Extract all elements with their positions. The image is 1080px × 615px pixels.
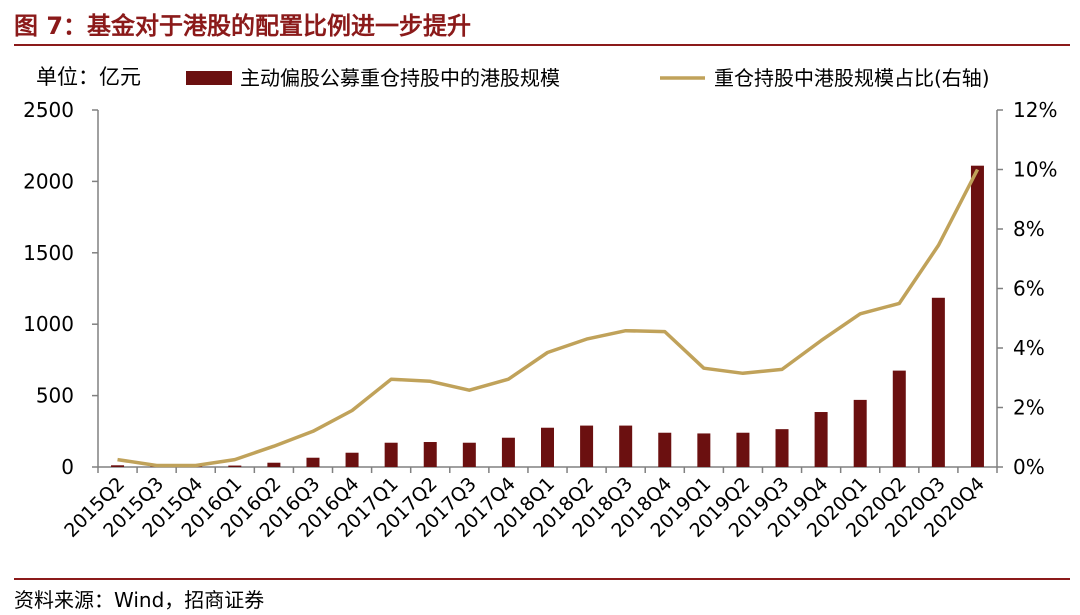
source-note: 资料来源：Wind，招商证券 — [14, 588, 265, 612]
bar — [580, 425, 594, 467]
figure-title: 图 7：基金对于港股的配置比例进一步提升 — [14, 12, 472, 40]
y-left-tick-label: 2000 — [23, 169, 74, 193]
y-left-tick-label: 1000 — [23, 312, 74, 336]
y-right-tick-label: 2% — [1013, 396, 1045, 420]
y-right-tick-label: 0% — [1013, 455, 1045, 479]
bar — [736, 432, 750, 467]
y-left-tick-label: 2500 — [23, 98, 74, 122]
bar — [501, 437, 515, 467]
y-right-tick-label: 8% — [1013, 217, 1045, 241]
y-left-tick-label: 500 — [36, 384, 74, 408]
bar — [775, 429, 789, 467]
title-rule — [14, 44, 1070, 46]
bar — [345, 452, 359, 467]
legend-bar-swatch — [186, 71, 232, 85]
bar — [384, 442, 398, 467]
bar — [970, 165, 984, 467]
bar — [267, 462, 281, 467]
bar — [931, 297, 945, 467]
y-left-tick-label: 1500 — [23, 241, 74, 265]
bar — [658, 432, 672, 467]
bar — [306, 457, 320, 467]
bar — [423, 442, 437, 467]
bar — [111, 465, 125, 467]
bar — [697, 433, 711, 467]
line-series — [117, 168, 980, 468]
y-right-tick-label: 4% — [1013, 336, 1045, 360]
footer-rule — [14, 578, 1070, 580]
bar — [228, 465, 242, 467]
y-right-tick-label: 10% — [1013, 158, 1057, 182]
bar — [619, 425, 633, 467]
y-left-tick-label: 0 — [61, 455, 74, 479]
y-right-tick-label: 12% — [1013, 98, 1057, 122]
bar — [892, 370, 906, 467]
legend-bar-label: 主动偏股公募重仓持股中的港股规模 — [240, 66, 560, 90]
bar — [462, 442, 476, 467]
unit-label: 单位：亿元 — [36, 65, 141, 89]
y-right-tick-label: 6% — [1013, 277, 1045, 301]
bar — [853, 399, 867, 467]
bar — [814, 412, 828, 467]
bar — [541, 427, 554, 467]
legend-line-label: 重仓持股中港股规模占比(右轴) — [714, 66, 990, 90]
